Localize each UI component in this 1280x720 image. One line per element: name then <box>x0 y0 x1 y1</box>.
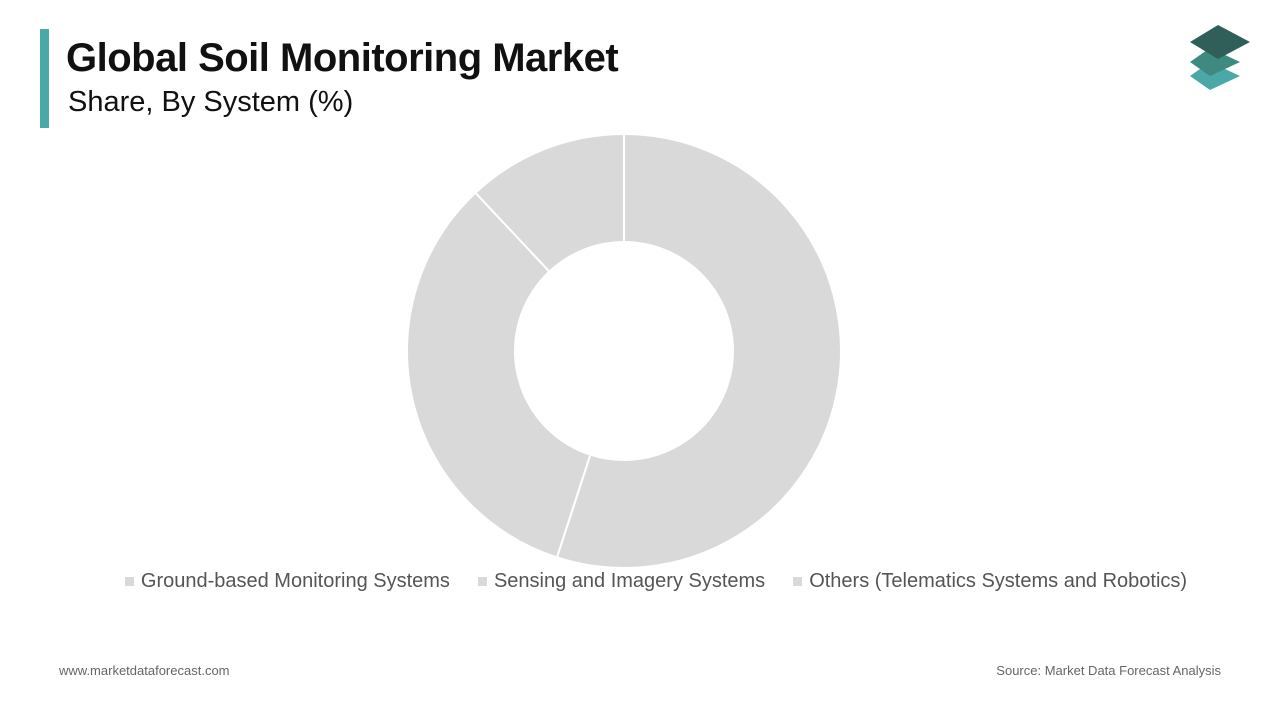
donut-slice <box>474 132 625 273</box>
legend-swatch <box>124 577 134 586</box>
legend-label: Sensing and Imagery Systems <box>493 570 766 592</box>
chart-title: Global Soil Monitoring Market <box>66 36 619 80</box>
legend: Ground-based Monitoring Systems Sensing a… <box>32 570 1280 593</box>
legend-swatch <box>477 577 487 586</box>
donut-slice <box>406 191 592 559</box>
logo <box>1190 25 1250 90</box>
donut-slice <box>555 132 842 569</box>
legend-item: Others (Telematics Systems and Robotics) <box>793 570 1187 593</box>
source: Source: Market Data Forecast Analysis <box>996 663 1221 678</box>
legend-swatch <box>793 577 803 586</box>
legend-label: Others (Telematics Systems and Robotics) <box>809 570 1188 592</box>
chart-subtitle: Share, By System (%) <box>68 86 354 118</box>
legend-item: Ground-based Monitoring Systems <box>124 570 450 593</box>
accent-bar <box>40 29 49 128</box>
legend-item: Sensing and Imagery Systems <box>477 570 766 593</box>
website: www.marketdataforecast.com <box>59 663 230 678</box>
legend-label: Ground-based Monitoring Systems <box>140 570 450 592</box>
